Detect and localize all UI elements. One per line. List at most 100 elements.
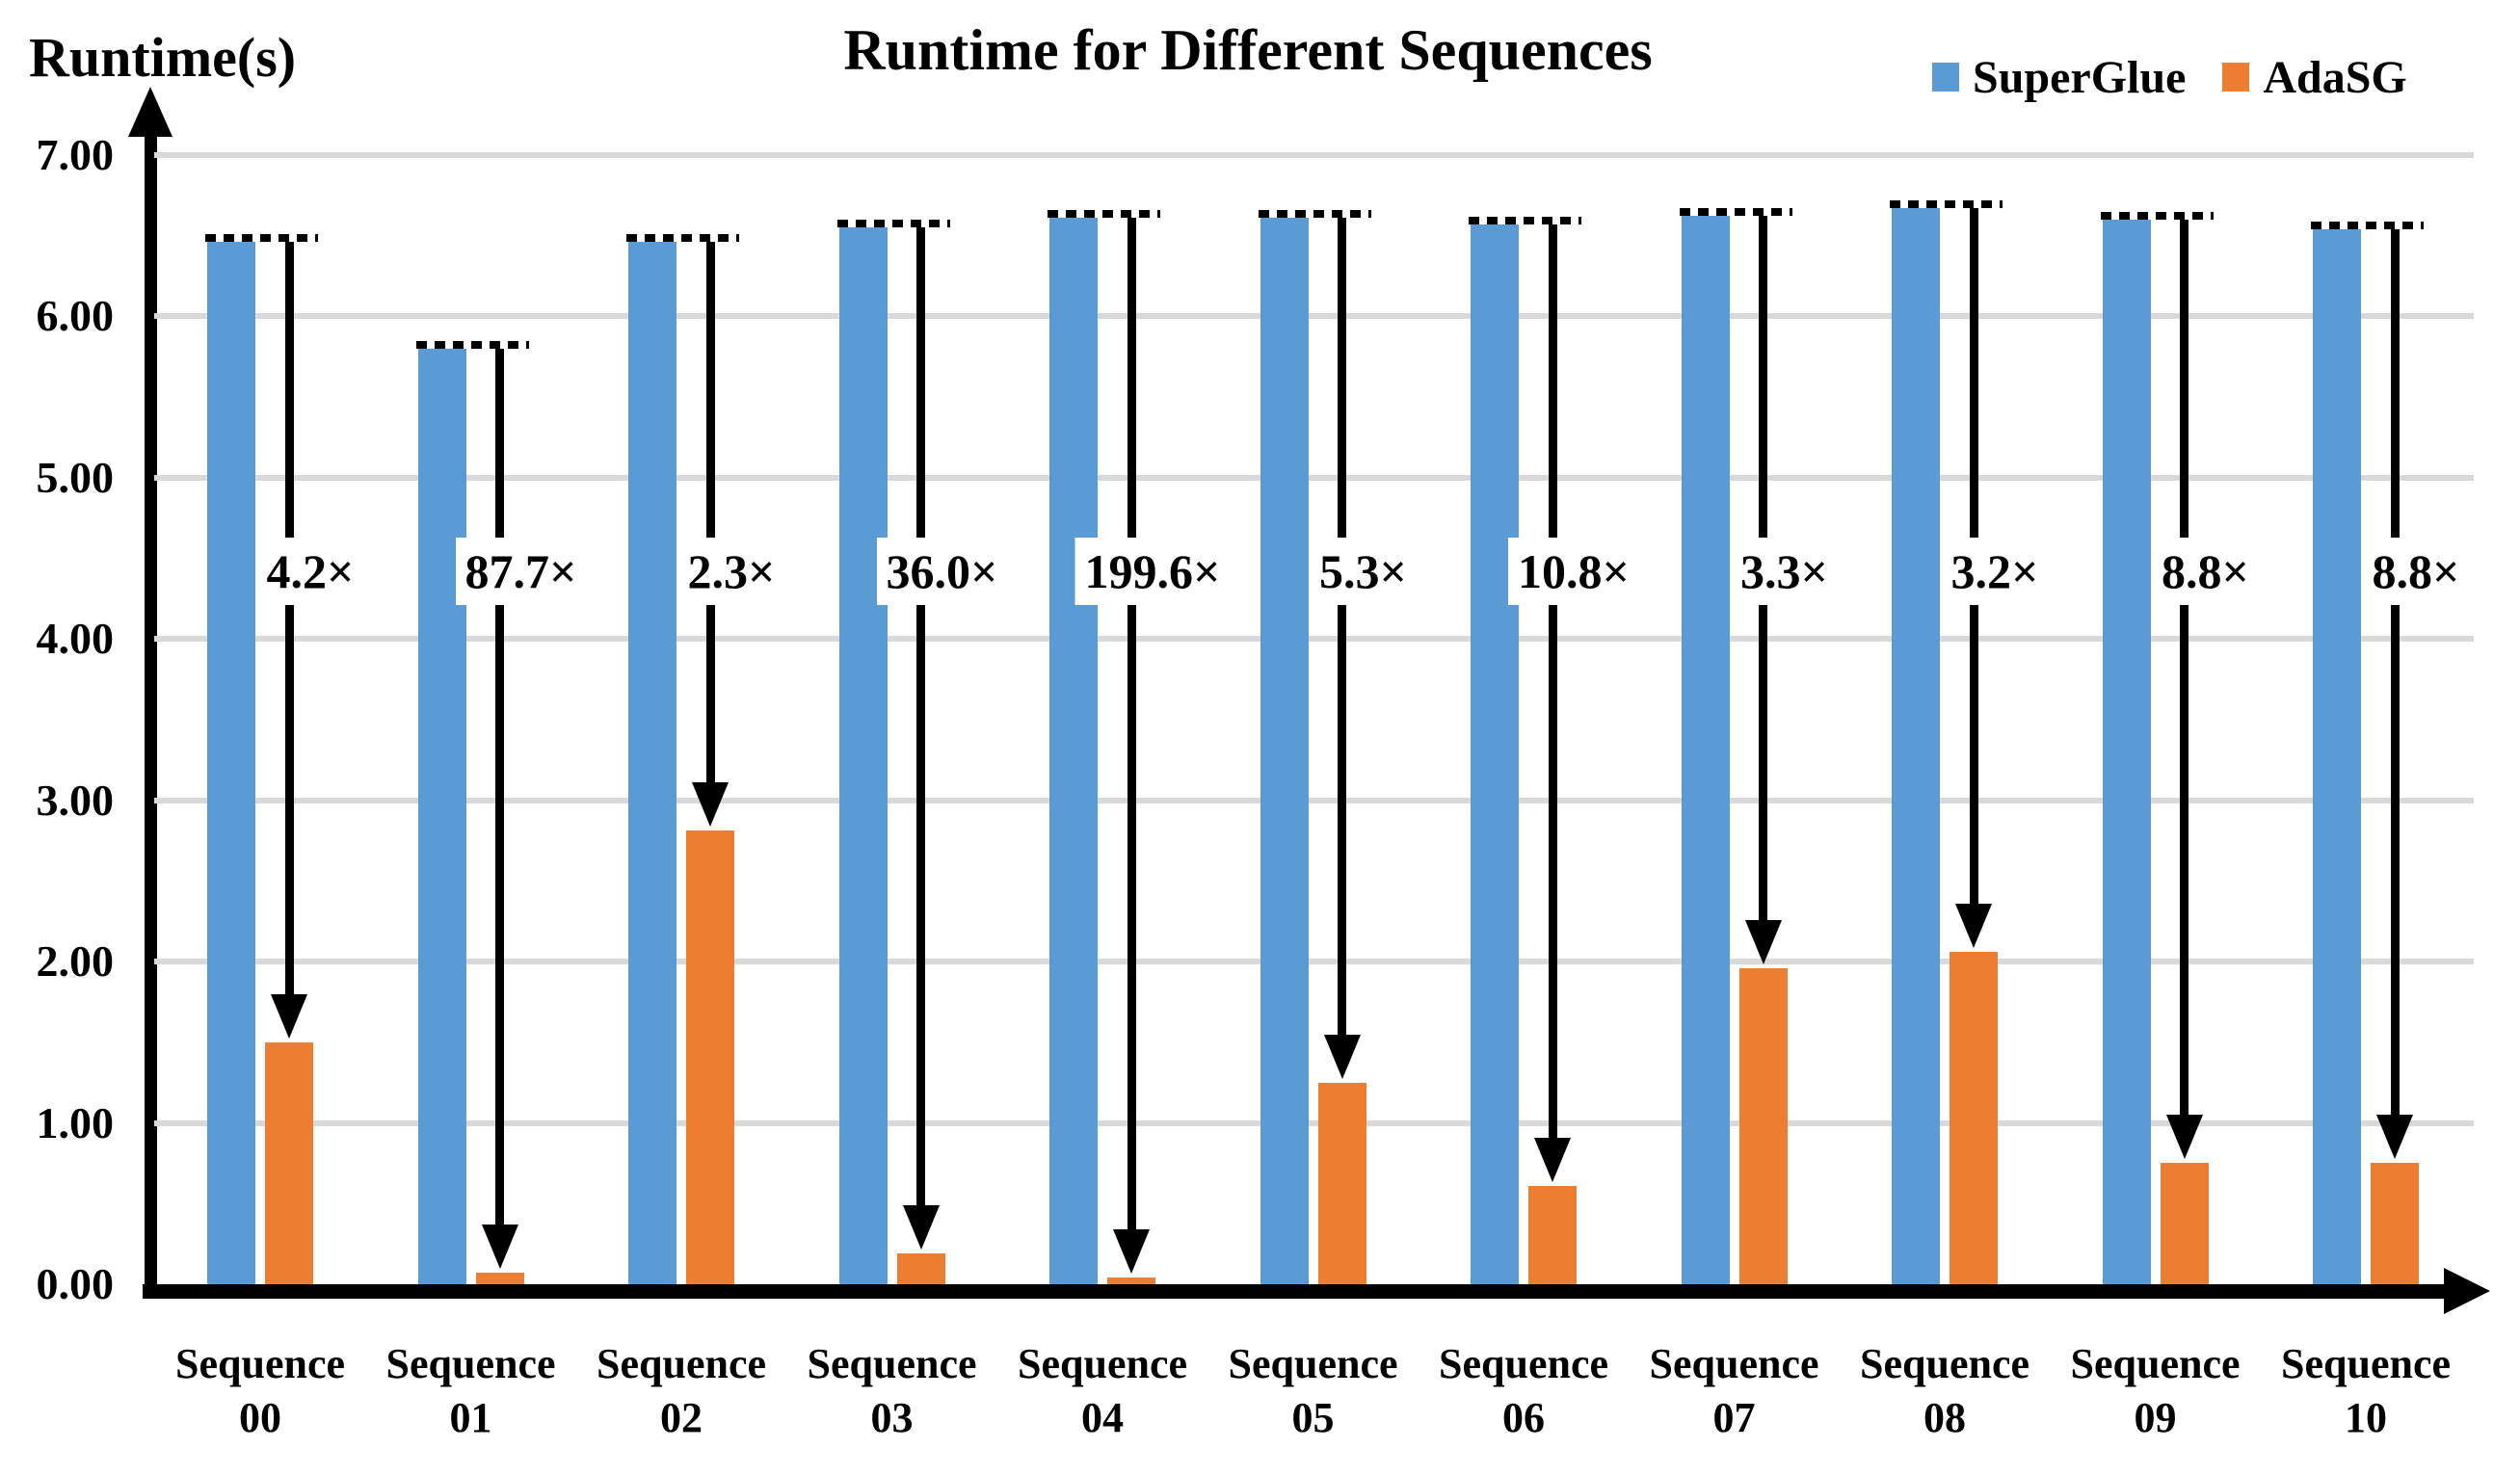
bar-adasg-sequence-05: [1317, 1082, 1366, 1284]
speedup-label-sequence-08: 3.2×: [1941, 538, 2049, 605]
gridline-1.00: [154, 1119, 2474, 1126]
dashed-cap-sequence-03: [836, 219, 950, 227]
x-category-label-sequence-00: Sequence 00: [175, 1340, 345, 1441]
speedup-arrow-shaft-sequence-03: [916, 226, 925, 1210]
speedup-arrow-shaft-sequence-02: [705, 241, 715, 787]
speedup-arrow-head-icon-sequence-08: [1955, 903, 1992, 948]
dashed-cap-sequence-08: [1890, 199, 2003, 208]
bar-superglue-sequence-02: [628, 241, 676, 1284]
speedup-arrow-shaft-sequence-00: [284, 241, 294, 998]
speedup-label-sequence-05: 5.3×: [1310, 538, 1417, 605]
gridline-2.00: [154, 959, 2474, 964]
speedup-arrow-head-icon-sequence-07: [1744, 919, 1782, 964]
bar-adasg-sequence-08: [1950, 951, 1998, 1284]
speedup-arrow-shaft-sequence-05: [1338, 217, 1346, 1039]
legend-label-superglue: SuperGlue: [1973, 51, 2187, 103]
speedup-arrow-head-icon-sequence-09: [2165, 1115, 2203, 1160]
gridline-4.00: [154, 636, 2474, 642]
y-tick-label-7.00: 7.00: [36, 129, 115, 179]
dashed-cap-sequence-05: [1258, 209, 1371, 218]
dashed-cap-sequence-04: [1048, 209, 1160, 218]
speedup-arrow-head-icon-sequence-03: [902, 1205, 940, 1251]
speedup-arrow-head-icon-sequence-05: [1323, 1034, 1361, 1079]
bar-superglue-sequence-03: [838, 226, 888, 1284]
y-tick-label-4.00: 4.00: [36, 614, 115, 663]
x-axis-arrow-icon: [2444, 1268, 2490, 1314]
speedup-arrow-shaft-sequence-10: [2390, 228, 2400, 1119]
speedup-label-sequence-03: 36.0×: [876, 538, 1008, 605]
dashed-cap-sequence-07: [1679, 208, 1792, 217]
bar-adasg-sequence-10: [2371, 1163, 2419, 1284]
bar-superglue-sequence-09: [2102, 219, 2151, 1284]
y-tick-label-3.00: 3.00: [36, 775, 115, 825]
bar-superglue-sequence-07: [1681, 216, 1730, 1284]
x-category-label-sequence-02: Sequence 02: [597, 1340, 766, 1441]
superglue-swatch-icon: [1932, 63, 1959, 92]
speedup-label-sequence-07: 3.3×: [1731, 538, 1838, 605]
speedup-label-sequence-10: 8.8×: [2362, 538, 2470, 605]
y-tick-label-0.00: 0.00: [36, 1259, 115, 1308]
y-tick-label-1.00: 1.00: [36, 1097, 115, 1147]
y-tick-label-6.00: 6.00: [36, 291, 115, 340]
y-tick-label-2.00: 2.00: [36, 936, 115, 986]
speedup-arrow-shaft-sequence-04: [1127, 217, 1136, 1234]
bar-adasg-sequence-04: [1107, 1277, 1155, 1284]
gridline-5.00: [154, 474, 2474, 481]
dashed-cap-sequence-10: [2311, 221, 2424, 229]
bar-adasg-sequence-00: [265, 1041, 313, 1284]
gridline-7.00: [154, 151, 2474, 158]
dashed-cap-sequence-00: [205, 233, 318, 242]
bar-superglue-sequence-00: [207, 241, 255, 1284]
speedup-arrow-head-icon-sequence-00: [271, 993, 307, 1039]
y-tick-label-5.00: 5.00: [36, 452, 115, 502]
bar-superglue-sequence-04: [1049, 217, 1098, 1284]
speedup-arrow-shaft-sequence-01: [495, 348, 504, 1229]
bar-adasg-sequence-07: [1738, 967, 1788, 1284]
speedup-arrow-head-icon-sequence-02: [692, 782, 729, 828]
bar-adasg-sequence-09: [2160, 1163, 2209, 1284]
speedup-label-sequence-02: 2.3×: [677, 538, 785, 605]
x-category-label-sequence-03: Sequence 03: [807, 1340, 977, 1441]
x-category-label-sequence-08: Sequence 08: [1860, 1340, 2029, 1441]
bar-adasg-sequence-03: [896, 1253, 945, 1284]
bar-superglue-sequence-01: [417, 348, 466, 1284]
x-category-label-sequence-04: Sequence 04: [1018, 1340, 1187, 1441]
speedup-arrow-head-icon-sequence-01: [481, 1225, 518, 1270]
dashed-cap-sequence-02: [626, 233, 739, 242]
gridline-6.00: [154, 313, 2474, 319]
speedup-label-sequence-04: 199.6×: [1074, 538, 1231, 605]
bar-superglue-sequence-10: [2313, 228, 2361, 1284]
x-category-label-sequence-06: Sequence 06: [1439, 1340, 1608, 1441]
y-axis-title: Runtime(s): [29, 26, 297, 89]
dashed-cap-sequence-09: [2100, 211, 2214, 220]
speedup-arrow-head-icon-sequence-06: [1534, 1137, 1571, 1182]
dashed-cap-sequence-01: [415, 340, 529, 349]
x-category-label-sequence-09: Sequence 09: [2070, 1340, 2241, 1441]
speedup-arrow-shaft-sequence-09: [2180, 219, 2188, 1119]
legend-item-superglue: SuperGlue: [1932, 51, 2186, 104]
adasg-swatch-icon: [2222, 63, 2250, 92]
gridline-3.00: [154, 797, 2474, 803]
speedup-arrow-head-icon-sequence-10: [2376, 1115, 2413, 1160]
speedup-label-sequence-00: 4.2×: [256, 538, 364, 605]
x-category-label-sequence-05: Sequence 05: [1228, 1340, 1398, 1441]
bar-superglue-sequence-06: [1471, 224, 1519, 1284]
x-category-label-sequence-10: Sequence 10: [2281, 1340, 2451, 1441]
y-axis-arrow-icon: [128, 87, 172, 137]
speedup-label-sequence-01: 87.7×: [455, 538, 587, 605]
speedup-label-sequence-06: 10.8×: [1508, 538, 1639, 605]
dashed-cap-sequence-06: [1469, 216, 1581, 224]
x-category-label-sequence-01: Sequence 01: [385, 1340, 556, 1441]
bar-adasg-sequence-06: [1528, 1185, 1577, 1284]
speedup-arrow-shaft-sequence-06: [1548, 224, 1557, 1142]
chart-title: Runtime for Different Sequences: [843, 18, 1653, 82]
legend-label-adasg: AdaSG: [2263, 51, 2407, 103]
y-axis-line: [145, 135, 157, 1299]
legend: SuperGlue AdaSG: [1932, 46, 2407, 108]
legend-item-adasg: AdaSG: [2222, 51, 2407, 104]
speedup-arrow-head-icon-sequence-04: [1113, 1229, 1150, 1275]
x-category-label-sequence-07: Sequence 07: [1649, 1340, 1819, 1441]
speedup-label-sequence-09: 8.8×: [2152, 538, 2259, 605]
bar-adasg-sequence-01: [475, 1273, 524, 1284]
